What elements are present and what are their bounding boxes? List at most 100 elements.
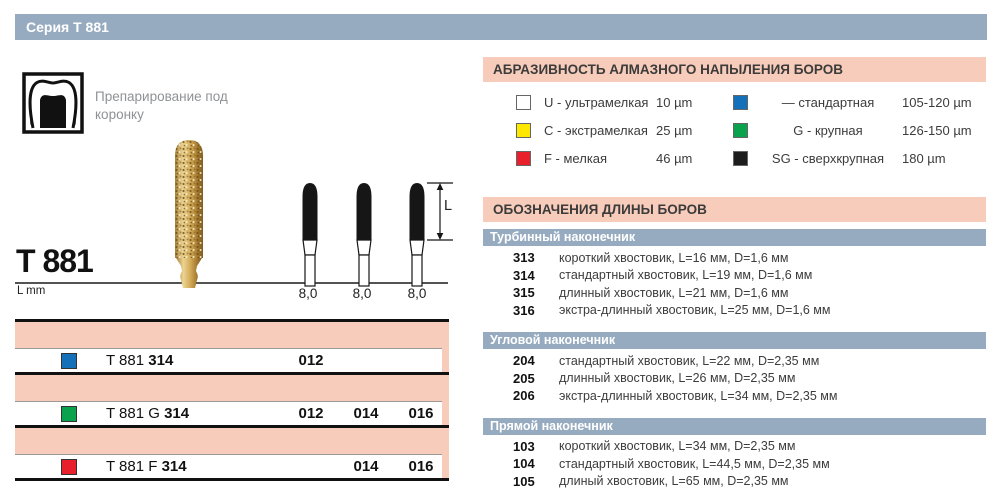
shank-description: длинный хвостовик, L=26 мм, D=2,35 мм bbox=[559, 371, 796, 386]
grit-size-value: 126-150 µm bbox=[902, 122, 972, 138]
grit-size-value: 10 µm bbox=[656, 94, 693, 110]
length-designations-header: ОБОЗНАЧЕНИЯ ДЛИНЫ БОРОВ bbox=[483, 197, 986, 222]
spacer-band bbox=[15, 428, 449, 454]
series-header-bar: Серия Т 881 bbox=[15, 14, 987, 40]
grit-color-swatch bbox=[61, 458, 77, 475]
shank-description: длиный хвостовик, L=65 мм, D=2,35 мм bbox=[559, 474, 789, 489]
shank-description: короткий хвостовик, L=34 мм, D=2,35 мм bbox=[559, 439, 796, 454]
shank-code: 204 bbox=[513, 353, 535, 369]
application-label: Препарирование под коронку bbox=[95, 89, 228, 123]
spacer-band bbox=[15, 322, 449, 348]
diamond-bur-photo bbox=[175, 140, 203, 288]
shank-length-value: 8,0 bbox=[298, 286, 318, 301]
series-title: Серия Т 881 bbox=[26, 19, 109, 35]
grit-label: U - ультрамелкая bbox=[544, 94, 649, 110]
shank-code: 104 bbox=[513, 456, 535, 472]
shank-description: стандартный хвостовик, L=22 мм, D=2,35 м… bbox=[559, 353, 820, 368]
variant-shank-code: 314 bbox=[164, 405, 190, 422]
shank-code: 206 bbox=[513, 388, 535, 404]
grit-color-swatch bbox=[516, 122, 531, 138]
shank-code-row: 206 экстра-длинный хвостовик, L=34 мм, D=… bbox=[483, 387, 986, 405]
iso-size: 016 bbox=[408, 405, 434, 422]
shank-length-value: 8,0 bbox=[352, 286, 372, 301]
shank-length-value: 8,0 bbox=[407, 286, 427, 301]
shank-code: 314 bbox=[513, 267, 535, 283]
grit-color-swatch bbox=[733, 122, 748, 138]
iso-size: 012 bbox=[298, 405, 324, 422]
bur-silhouette-2 bbox=[356, 183, 372, 287]
shank-code: 313 bbox=[513, 250, 535, 266]
grit-label: C - экстрамелкая bbox=[544, 122, 648, 138]
iso-size: 016 bbox=[408, 458, 434, 475]
shank-code-row: 103 короткий хвостовик, L=34 мм, D=2,35 м… bbox=[483, 438, 986, 456]
legend-column-coarse: — стандартная 105-120 µm G - крупная 126-15… bbox=[733, 88, 986, 172]
crown-preparation-icon bbox=[22, 72, 84, 134]
shank-description: стандартный хвостовик, L=19 мм, D=1,6 мм bbox=[559, 268, 813, 283]
shank-code-row: 313 короткий хвостовик, L=16 мм, D=1,6 мм bbox=[483, 249, 986, 267]
abrasiveness-legend: U - ультрамелкая 10 µm C - экстрамелкая 25 … bbox=[483, 88, 986, 188]
bur-silhouette-1 bbox=[302, 183, 318, 287]
iso-size: 014 bbox=[353, 405, 379, 422]
handpiece-group-header: Турбинный наконечник bbox=[483, 229, 986, 246]
handpiece-group-header: Угловой наконечник bbox=[483, 332, 986, 349]
shank-code-row: 104 стандартный хвостовик, L=44,5 мм, D=2… bbox=[483, 455, 986, 473]
variant-shank-code: 314 bbox=[161, 458, 187, 475]
variant-row: T 881 G 314 012 014 016 bbox=[15, 401, 442, 425]
handpiece-group-items: 313 короткий хвостовик, L=16 мм, D=1,6 мм… bbox=[483, 246, 986, 321]
grit-label: G - крупная bbox=[793, 122, 863, 138]
grit-color-swatch bbox=[733, 150, 748, 166]
grit-color-swatch bbox=[61, 352, 77, 369]
shank-code: 103 bbox=[513, 438, 535, 454]
length-designation-groups: Турбинный наконечник 313 короткий хвостови… bbox=[483, 229, 986, 492]
iso-size: 012 bbox=[298, 352, 324, 369]
grit-size-value: 46 µm bbox=[656, 150, 693, 166]
shank-code-row: 315 длинный хвостовик, L=21 мм, D=1,6 мм bbox=[483, 284, 986, 302]
grit-size-value: 25 µm bbox=[656, 122, 693, 138]
shank-code: 316 bbox=[513, 302, 535, 318]
grit-size-value: 180 µm bbox=[902, 150, 946, 166]
shank-code-row: 205 длинный хвостовик, L=26 мм, D=2,35 мм bbox=[483, 370, 986, 388]
variant-name: T 881 314 bbox=[106, 352, 173, 369]
shank-description: экстра-длинный хвостовик, L=34 мм, D=2,3… bbox=[559, 388, 838, 403]
variant-prefix: T 881 bbox=[106, 352, 149, 369]
abrasiveness-legend-item: — стандартная 105-120 µm bbox=[733, 88, 986, 116]
grit-size-value: 105-120 µm bbox=[902, 94, 972, 110]
shank-code: 205 bbox=[513, 370, 535, 386]
grit-label: — стандартная bbox=[781, 94, 875, 110]
variant-block: T 881 F 314 014 016 bbox=[15, 425, 449, 481]
info-panel: АБРАЗИВНОСТЬ АЛМАЗНОГО НАПЫЛЕНИЯ БОРОВ U… bbox=[483, 57, 986, 489]
shank-code: 315 bbox=[513, 285, 535, 301]
abrasiveness-legend-item: F - мелкая 46 µm bbox=[516, 144, 731, 172]
shank-description: длинный хвостовик, L=21 мм, D=1,6 мм bbox=[559, 285, 789, 300]
shank-description: короткий хвостовик, L=16 мм, D=1,6 мм bbox=[559, 250, 789, 265]
bur-diagram bbox=[15, 140, 453, 288]
variant-shank-code: 314 bbox=[148, 352, 174, 369]
shank-code-row: 204 стандартный хвостовик, L=22 мм, D=2,3… bbox=[483, 352, 986, 370]
variant-block: T 881 314 012 bbox=[15, 319, 449, 372]
shank-code: 105 bbox=[513, 473, 535, 489]
iso-size: 014 bbox=[353, 458, 379, 475]
grit-color-swatch bbox=[516, 94, 531, 110]
handpiece-group-header: Прямой наконечник bbox=[483, 417, 986, 435]
variant-row: T 881 F 314 014 016 bbox=[15, 454, 442, 478]
spacer-band bbox=[15, 375, 449, 401]
variant-block: T 881 G 314 012 014 016 bbox=[15, 372, 449, 425]
abrasiveness-legend-item: G - крупная 126-150 µm bbox=[733, 116, 986, 144]
variant-name: T 881 F 314 bbox=[106, 458, 187, 475]
abrasiveness-legend-item: U - ультрамелкая 10 µm bbox=[516, 88, 731, 116]
shank-description: стандартный хвостовик, L=44,5 мм, D=2,35… bbox=[559, 456, 830, 471]
grit-label: SG - сверхкрупная bbox=[771, 150, 885, 166]
dimension-l-label: L bbox=[444, 198, 453, 214]
bur-silhouette-3 bbox=[409, 183, 425, 287]
length-dimension-marker bbox=[427, 182, 453, 241]
grit-color-swatch bbox=[733, 94, 748, 110]
shank-code-row: 314 стандартный хвостовик, L=19 мм, D=1,6… bbox=[483, 267, 986, 285]
legend-column-fine: U - ультрамелкая 10 µm C - экстрамелкая 25 … bbox=[516, 88, 731, 172]
product-name: T 881 bbox=[16, 243, 94, 279]
variants-table: T 881 314 012 T 881 G 314 012 014 016 T … bbox=[15, 319, 449, 481]
grit-label: F - мелкая bbox=[544, 150, 608, 166]
variant-prefix: T 881 G bbox=[106, 405, 165, 422]
variant-name: T 881 G 314 bbox=[106, 405, 189, 422]
shank-description: экстра-длинный хвостовик, L=25 мм, D=1,6… bbox=[559, 303, 831, 318]
